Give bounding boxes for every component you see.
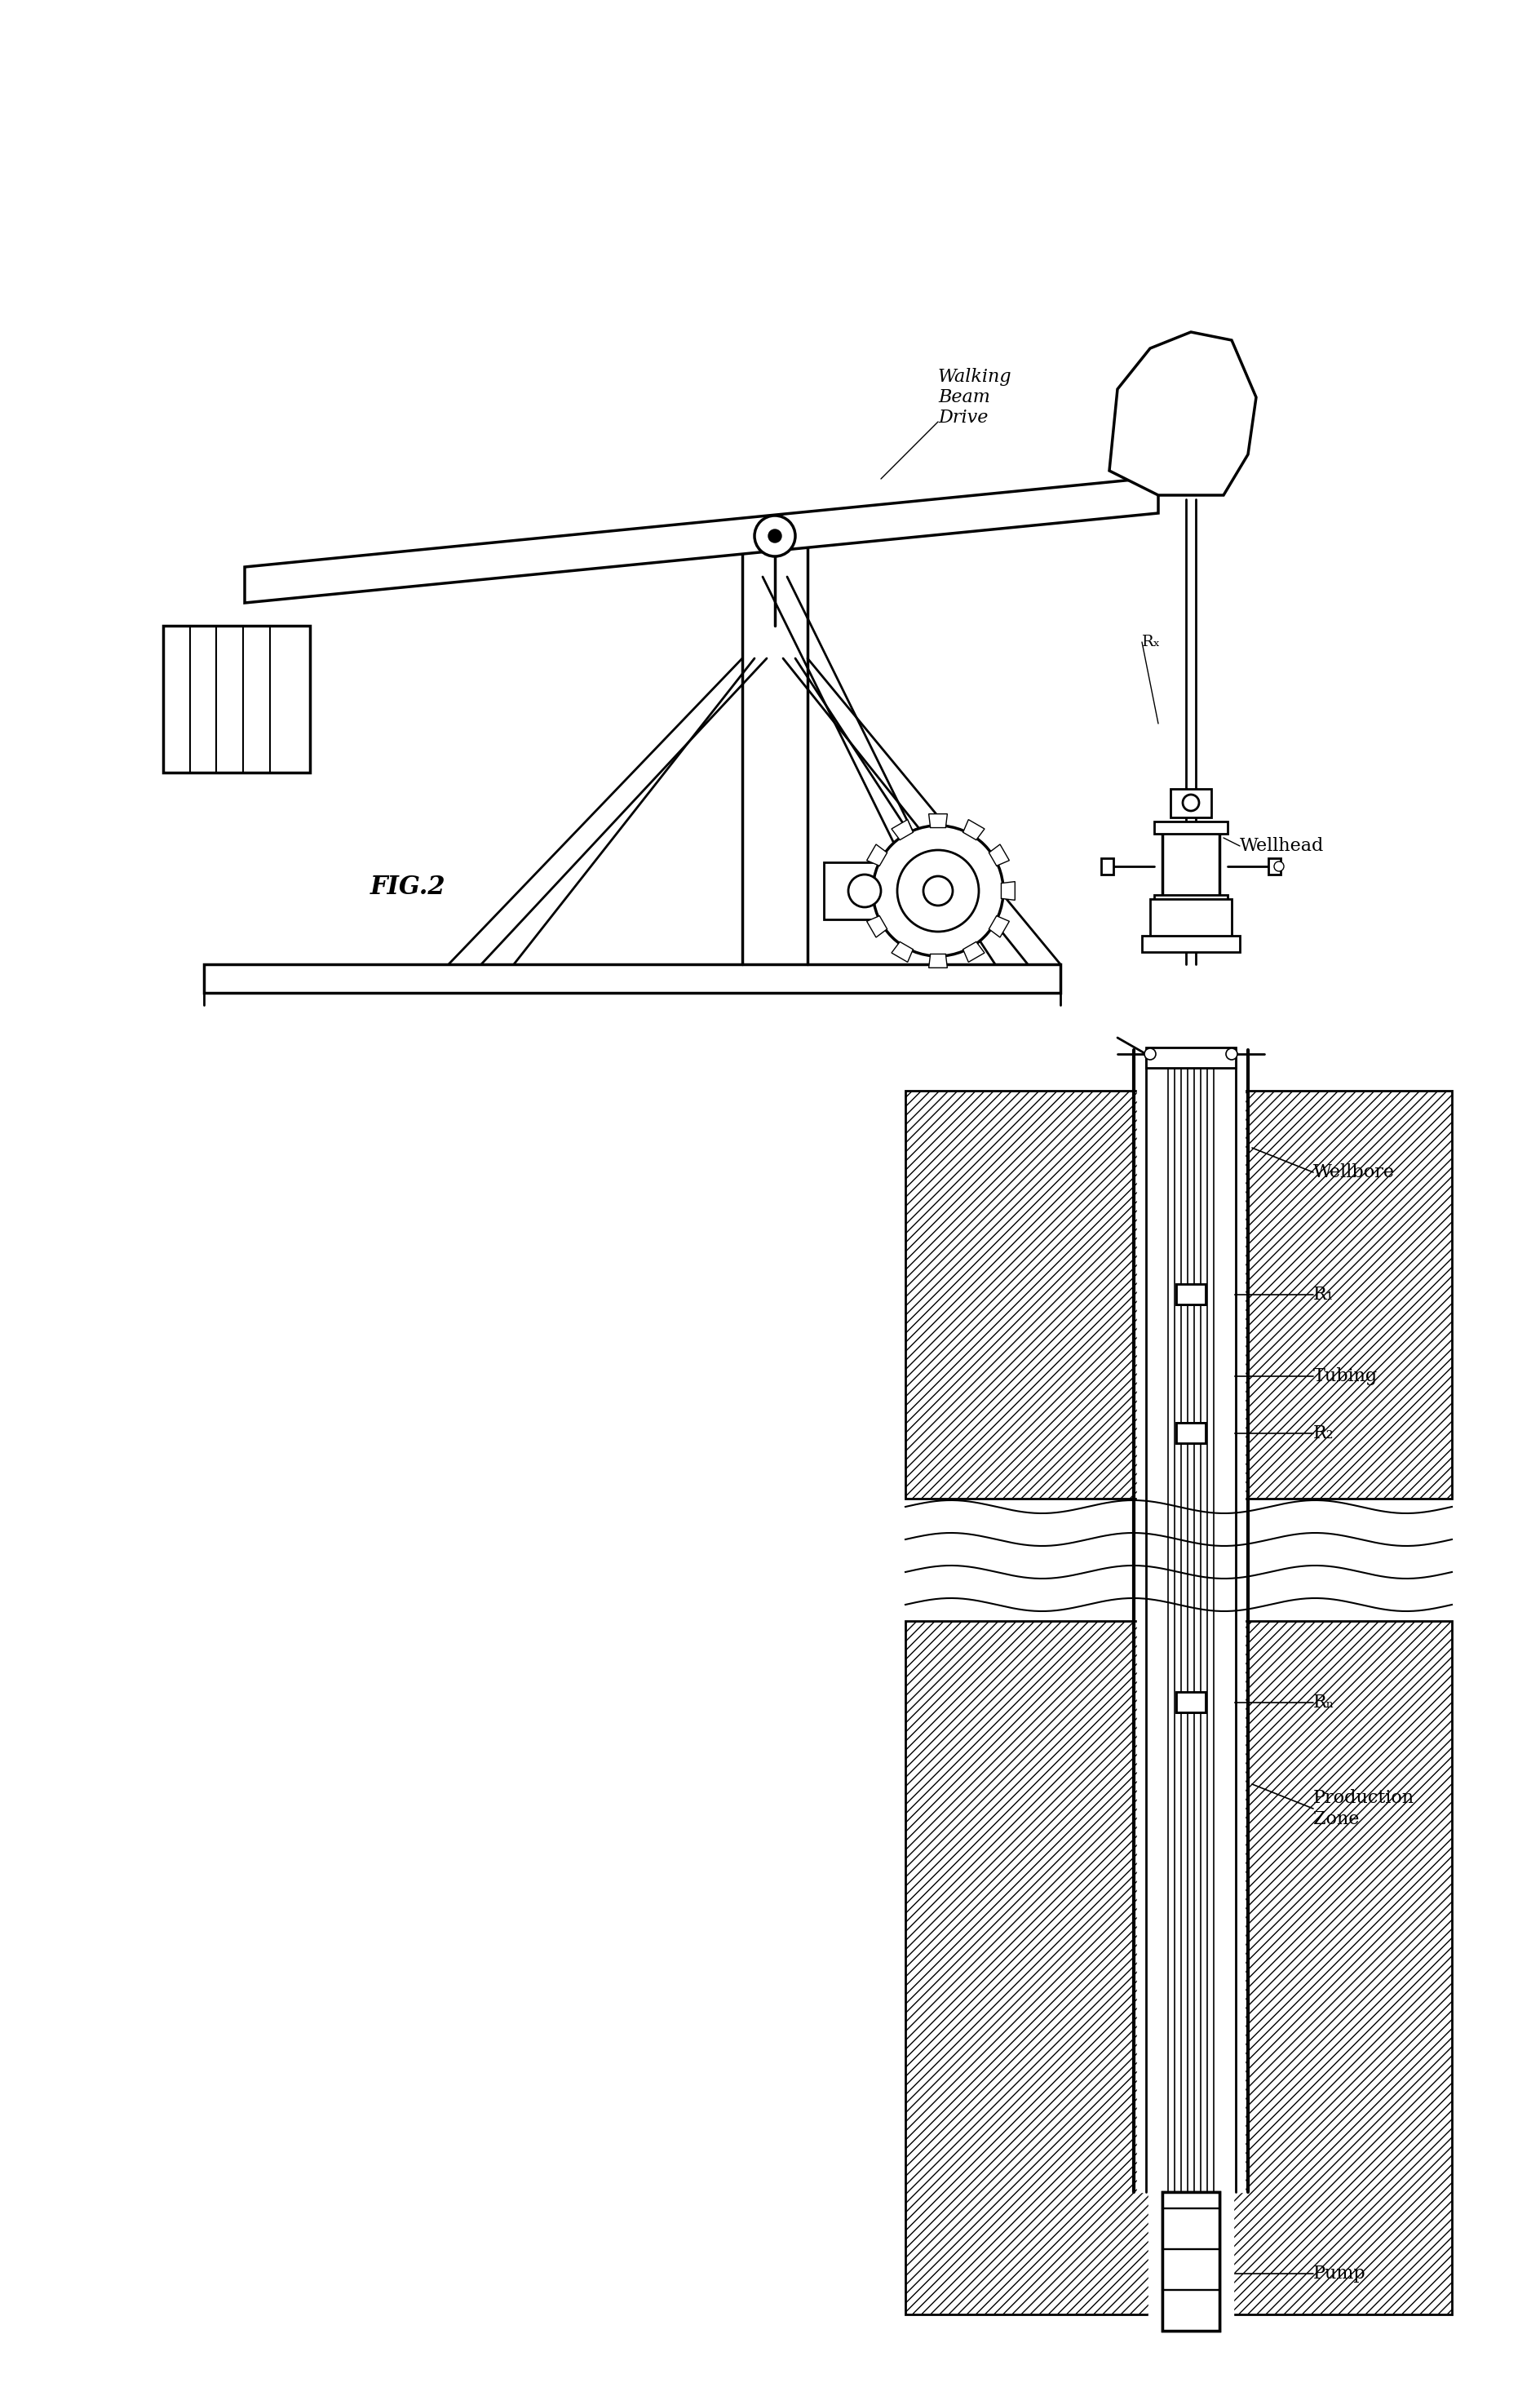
Polygon shape <box>962 819 984 841</box>
Text: FIG.2: FIG.2 <box>370 875 445 898</box>
Text: R₂: R₂ <box>1314 1423 1334 1442</box>
Circle shape <box>849 875 881 908</box>
Polygon shape <box>929 815 947 827</box>
Polygon shape <box>929 954 947 968</box>
Bar <box>1153 896 1227 908</box>
Text: Wellbore: Wellbore <box>1314 1164 1395 1181</box>
Text: Rₓ: Rₓ <box>1143 635 1161 649</box>
Circle shape <box>873 827 1003 956</box>
Polygon shape <box>867 915 887 937</box>
Circle shape <box>1183 795 1200 810</box>
Bar <box>824 863 906 920</box>
Bar <box>1177 1692 1206 1713</box>
Bar <box>203 963 1061 992</box>
Bar <box>1269 858 1281 875</box>
Bar <box>1177 1423 1206 1442</box>
Circle shape <box>1226 1049 1237 1059</box>
Circle shape <box>755 515 795 556</box>
Text: Tubing: Tubing <box>1314 1368 1378 1385</box>
Text: Pump: Pump <box>1314 2264 1366 2283</box>
Circle shape <box>768 530 781 541</box>
Bar <box>1177 1284 1206 1303</box>
Polygon shape <box>962 942 984 963</box>
Bar <box>163 625 310 772</box>
Text: R₁: R₁ <box>1314 1287 1334 1303</box>
Text: Wellhead: Wellhead <box>1240 836 1324 855</box>
Polygon shape <box>892 819 913 841</box>
Bar <box>1163 827 1220 898</box>
Bar <box>1177 1423 1206 1442</box>
Polygon shape <box>1001 882 1015 901</box>
Circle shape <box>924 877 953 906</box>
Circle shape <box>1274 863 1284 872</box>
Bar <box>1170 788 1212 817</box>
Polygon shape <box>989 915 1009 937</box>
Polygon shape <box>989 843 1009 865</box>
Polygon shape <box>892 942 913 963</box>
Bar <box>1163 2192 1220 2331</box>
Bar <box>1146 1047 1235 1069</box>
Bar <box>906 1622 1452 2315</box>
Text: Walking
Beam
Drive: Walking Beam Drive <box>938 367 1012 426</box>
Circle shape <box>1144 1049 1157 1059</box>
Circle shape <box>898 851 979 932</box>
Polygon shape <box>867 843 887 865</box>
Bar <box>1150 898 1232 939</box>
Polygon shape <box>245 477 1158 604</box>
Polygon shape <box>861 882 875 901</box>
Polygon shape <box>1109 333 1257 496</box>
Text: Rₙ: Rₙ <box>1314 1694 1335 1711</box>
Bar <box>1163 2192 1220 2331</box>
Bar <box>1143 937 1240 951</box>
Bar <box>906 1090 1452 1498</box>
Text: Production
Zone: Production Zone <box>1314 1790 1414 1828</box>
Bar <box>1177 1692 1206 1713</box>
Bar <box>1101 858 1113 875</box>
Bar <box>1153 822 1227 834</box>
Bar <box>1177 1284 1206 1303</box>
